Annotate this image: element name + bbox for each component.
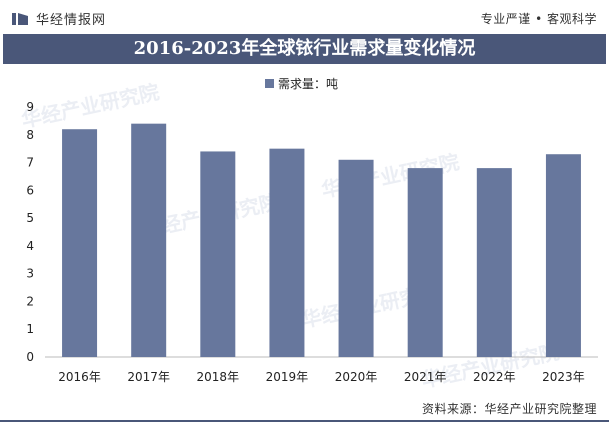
legend-label: 需求量：吨 <box>278 77 338 91</box>
x-tick-label: 2018年 <box>197 370 240 384</box>
bar <box>269 148 305 357</box>
x-tick-label: 2019年 <box>266 370 309 384</box>
bar <box>131 123 167 357</box>
bar <box>545 154 581 357</box>
x-tick-label: 2021年 <box>404 370 447 384</box>
x-tick-label: 2017年 <box>127 370 170 384</box>
tagline: 专业严谨 • 客观科学 <box>480 12 597 26</box>
bar <box>476 168 512 357</box>
y-tick-label: 9 <box>26 100 34 114</box>
y-tick-label: 2 <box>26 294 34 308</box>
y-tick-label: 0 <box>26 350 34 364</box>
legend-swatch <box>265 79 274 88</box>
x-tick-label: 2016年 <box>58 370 101 384</box>
x-tick-label: 2023年 <box>542 370 585 384</box>
bar <box>407 168 443 357</box>
source-note: 资料来源：华经产业研究院整理 <box>421 402 597 416</box>
bar <box>200 151 236 357</box>
y-tick-label: 8 <box>26 128 34 142</box>
y-tick-label: 1 <box>26 322 34 336</box>
y-tick-label: 6 <box>26 183 34 197</box>
y-tick-label: 3 <box>26 267 34 281</box>
brand-logo-icon <box>12 12 28 25</box>
bar <box>62 129 98 357</box>
footer-divider <box>0 420 609 422</box>
brand: 华经情报网 <box>12 9 106 28</box>
bar <box>338 159 374 357</box>
top-bar: 华经情报网 专业严谨 • 客观科学 <box>0 0 609 34</box>
x-tick-label: 2022年 <box>473 370 516 384</box>
y-tick-label: 5 <box>26 211 34 225</box>
x-tick-label: 2020年 <box>335 370 378 384</box>
y-tick-label: 7 <box>26 156 34 170</box>
chart-title: 2016-2023年全球铱行业需求量变化情况 <box>3 34 606 64</box>
legend: 需求量：吨 <box>265 77 338 91</box>
bar-chart: 需求量：吨 0 1 2 3 4 5 6 7 8 9 2016年 2017年 2018年 2019年 2020年… <box>26 77 598 384</box>
y-tick-label: 4 <box>26 239 34 253</box>
brand-name: 华经情报网 <box>36 13 107 28</box>
